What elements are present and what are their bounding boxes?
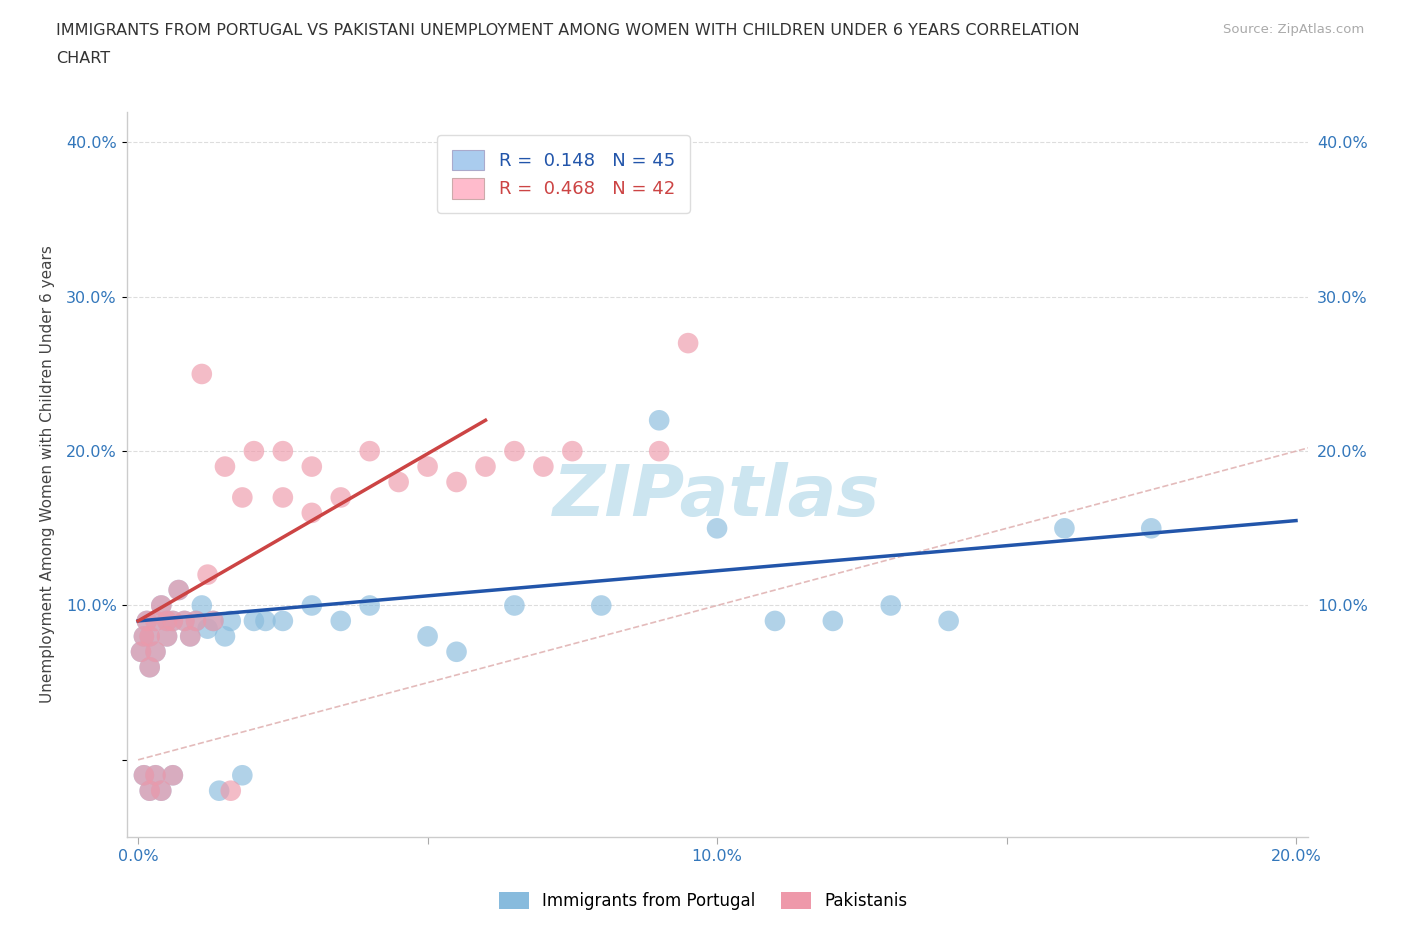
Point	[162, 768, 184, 783]
Point	[173, 614, 195, 629]
Point	[821, 614, 844, 629]
Point	[219, 614, 242, 629]
Point	[388, 474, 411, 489]
Point	[416, 629, 439, 644]
Point	[329, 614, 352, 629]
Point	[167, 582, 190, 597]
Point	[231, 768, 253, 783]
Point	[271, 444, 294, 458]
Point	[150, 598, 173, 613]
Point	[474, 459, 496, 474]
Point	[162, 768, 184, 783]
Text: Source: ZipAtlas.com: Source: ZipAtlas.com	[1223, 23, 1364, 36]
Point	[243, 614, 266, 629]
Point	[138, 659, 160, 674]
Point	[271, 614, 294, 629]
Text: ZIPatlas: ZIPatlas	[554, 461, 880, 530]
Point	[254, 614, 277, 629]
Point	[138, 783, 160, 798]
Point	[1053, 521, 1076, 536]
Legend: R =  0.148   N = 45, R =  0.468   N = 42: R = 0.148 N = 45, R = 0.468 N = 42	[437, 135, 689, 213]
Point	[191, 366, 214, 381]
Point	[138, 629, 160, 644]
Point	[503, 444, 526, 458]
Point	[197, 567, 219, 582]
Point	[156, 614, 179, 629]
Point	[208, 783, 231, 798]
Point	[219, 783, 242, 798]
Point	[129, 644, 152, 659]
Point	[197, 621, 219, 636]
Point	[214, 459, 236, 474]
Point	[138, 629, 160, 644]
Point	[132, 768, 155, 783]
Text: IMMIGRANTS FROM PORTUGAL VS PAKISTANI UNEMPLOYMENT AMONG WOMEN WITH CHILDREN UND: IMMIGRANTS FROM PORTUGAL VS PAKISTANI UN…	[56, 23, 1080, 38]
Point	[329, 490, 352, 505]
Point	[301, 459, 323, 474]
Point	[145, 644, 167, 659]
Point	[145, 768, 167, 783]
Point	[676, 336, 699, 351]
Point	[648, 413, 671, 428]
Text: CHART: CHART	[56, 51, 110, 66]
Point	[145, 644, 167, 659]
Point	[145, 614, 167, 629]
Point	[162, 614, 184, 629]
Point	[591, 598, 613, 613]
Point	[129, 644, 152, 659]
Point	[132, 629, 155, 644]
Point	[880, 598, 903, 613]
Point	[202, 614, 225, 629]
Point	[145, 614, 167, 629]
Point	[359, 444, 381, 458]
Point	[156, 629, 179, 644]
Point	[202, 614, 225, 629]
Point	[184, 614, 207, 629]
Point	[150, 598, 173, 613]
Point	[214, 629, 236, 644]
Point	[173, 614, 195, 629]
Point	[145, 768, 167, 783]
Point	[503, 598, 526, 613]
Point	[648, 444, 671, 458]
Point	[132, 768, 155, 783]
Point	[271, 490, 294, 505]
Point	[531, 459, 554, 474]
Point	[167, 582, 190, 597]
Point	[179, 629, 201, 644]
Legend: Immigrants from Portugal, Pakistanis: Immigrants from Portugal, Pakistanis	[492, 885, 914, 917]
Point	[184, 614, 207, 629]
Point	[243, 444, 266, 458]
Point	[446, 474, 468, 489]
Point	[231, 490, 253, 505]
Point	[706, 521, 728, 536]
Point	[359, 598, 381, 613]
Point	[138, 783, 160, 798]
Point	[150, 783, 173, 798]
Point	[156, 629, 179, 644]
Point	[135, 614, 157, 629]
Point	[132, 629, 155, 644]
Point	[135, 614, 157, 629]
Point	[179, 629, 201, 644]
Point	[191, 598, 214, 613]
Point	[150, 783, 173, 798]
Point	[138, 659, 160, 674]
Point	[301, 598, 323, 613]
Y-axis label: Unemployment Among Women with Children Under 6 years: Unemployment Among Women with Children U…	[39, 246, 55, 703]
Point	[763, 614, 786, 629]
Point	[561, 444, 583, 458]
Point	[162, 614, 184, 629]
Point	[301, 505, 323, 520]
Point	[156, 614, 179, 629]
Point	[1140, 521, 1163, 536]
Point	[938, 614, 960, 629]
Point	[416, 459, 439, 474]
Point	[446, 644, 468, 659]
